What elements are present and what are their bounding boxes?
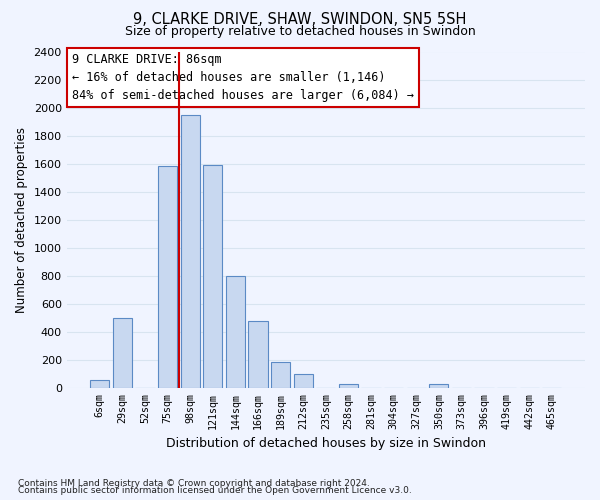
Bar [113, 318, 132, 388]
Bar [293, 374, 313, 388]
Bar [90, 380, 109, 388]
Y-axis label: Number of detached properties: Number of detached properties [15, 126, 28, 312]
Bar [248, 320, 268, 388]
Bar [429, 384, 448, 388]
Text: 9, CLARKE DRIVE, SHAW, SWINDON, SN5 5SH: 9, CLARKE DRIVE, SHAW, SWINDON, SN5 5SH [133, 12, 467, 28]
Text: Contains HM Land Registry data © Crown copyright and database right 2024.: Contains HM Land Registry data © Crown c… [18, 478, 370, 488]
Text: Contains public sector information licensed under the Open Government Licence v3: Contains public sector information licen… [18, 486, 412, 495]
Bar [181, 114, 200, 388]
Bar [158, 166, 177, 388]
Bar [226, 276, 245, 388]
Text: 9 CLARKE DRIVE: 86sqm
← 16% of detached houses are smaller (1,146)
84% of semi-d: 9 CLARKE DRIVE: 86sqm ← 16% of detached … [72, 53, 414, 102]
Bar [203, 165, 223, 388]
Text: Size of property relative to detached houses in Swindon: Size of property relative to detached ho… [125, 25, 475, 38]
X-axis label: Distribution of detached houses by size in Swindon: Distribution of detached houses by size … [166, 437, 486, 450]
Bar [339, 384, 358, 388]
Bar [271, 362, 290, 388]
